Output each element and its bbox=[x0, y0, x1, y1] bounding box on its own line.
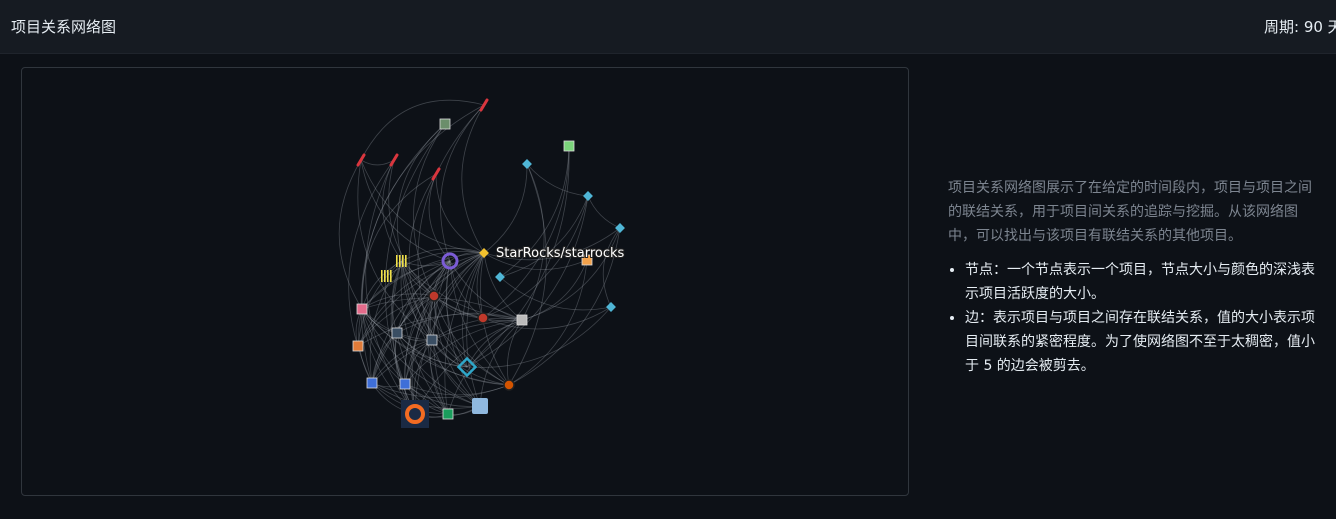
graph-node-doc-icon[interactable] bbox=[443, 409, 453, 419]
info-list: 节点：一个节点表示一个项目，节点大小与颜色的深浅表示项目活跃度的大小。 边：表示… bbox=[948, 258, 1318, 378]
network-graph-panel[interactable]: StarRocks/starrocks bbox=[21, 67, 909, 496]
graph-edge bbox=[389, 160, 434, 296]
graph-node-dot-icon[interactable] bbox=[504, 380, 514, 390]
page-title: 项目关系网络图 bbox=[11, 16, 116, 37]
graph-node-dot-icon[interactable] bbox=[429, 291, 439, 301]
graph-node-grafana-icon[interactable] bbox=[401, 400, 429, 428]
graph-edge bbox=[588, 196, 620, 228]
graph-edge bbox=[445, 253, 484, 414]
graph-node-feather-icon[interactable] bbox=[481, 100, 487, 110]
page-header: 项目关系网络图 周期: 90 天 bbox=[0, 0, 1336, 54]
info-item-edge: 边：表示项目与项目之间存在联结关系，值的大小表示项目间联系的紧密程度。为了使网络… bbox=[965, 306, 1318, 378]
info-item-node: 节点：一个节点表示一个项目，节点大小与颜色的深浅表示项目活跃度的大小。 bbox=[965, 258, 1318, 306]
graph-edge bbox=[484, 253, 522, 320]
info-panel: 项目关系网络图展示了在给定的时间段内，项目与项目之间的联结关系，用于项目间关系的… bbox=[948, 176, 1318, 378]
graph-node-doc-icon[interactable] bbox=[367, 378, 377, 388]
highlight-node-label: StarRocks/starrocks bbox=[496, 246, 625, 261]
graph-edge bbox=[418, 105, 484, 340]
graph-node-doc-icon[interactable] bbox=[400, 379, 410, 389]
graph-edge bbox=[436, 174, 484, 253]
graph-edge bbox=[402, 261, 480, 406]
graph-node-doc-icon[interactable] bbox=[517, 315, 527, 325]
graph-node-cube-icon[interactable] bbox=[615, 223, 625, 233]
graph-node-feather-icon[interactable] bbox=[358, 155, 364, 165]
graph-node-doc-icon[interactable] bbox=[427, 335, 437, 345]
graph-edge bbox=[361, 160, 394, 165]
graph-node-feather-icon[interactable] bbox=[391, 155, 397, 165]
period-label: 周期: 90 天 bbox=[1264, 16, 1336, 37]
graph-edge bbox=[429, 174, 450, 261]
graph-edge bbox=[484, 164, 527, 253]
graph-node-doc-icon[interactable] bbox=[392, 328, 402, 338]
graph-node-avatar-icon[interactable] bbox=[440, 119, 450, 129]
graph-node-box-icon[interactable] bbox=[472, 398, 488, 414]
graph-node-doc-icon[interactable] bbox=[357, 304, 367, 314]
graph-edge bbox=[603, 228, 620, 307]
graph-edge bbox=[480, 320, 522, 406]
graph-node-dot-icon[interactable] bbox=[478, 313, 488, 323]
graph-edge bbox=[361, 160, 484, 253]
graph-edge bbox=[467, 196, 588, 367]
graph-node-doc-icon[interactable] bbox=[564, 141, 574, 151]
graph-node-cube-icon[interactable] bbox=[583, 191, 593, 201]
graph-edge bbox=[362, 105, 484, 309]
graph-edge bbox=[483, 146, 569, 318]
graph-edge bbox=[361, 100, 484, 160]
graph-node-doc-icon[interactable] bbox=[353, 341, 363, 351]
network-graph[interactable]: StarRocks/starrocks bbox=[22, 68, 909, 496]
info-description: 项目关系网络图展示了在给定的时间段内，项目与项目之间的联结关系，用于项目间关系的… bbox=[948, 176, 1318, 248]
